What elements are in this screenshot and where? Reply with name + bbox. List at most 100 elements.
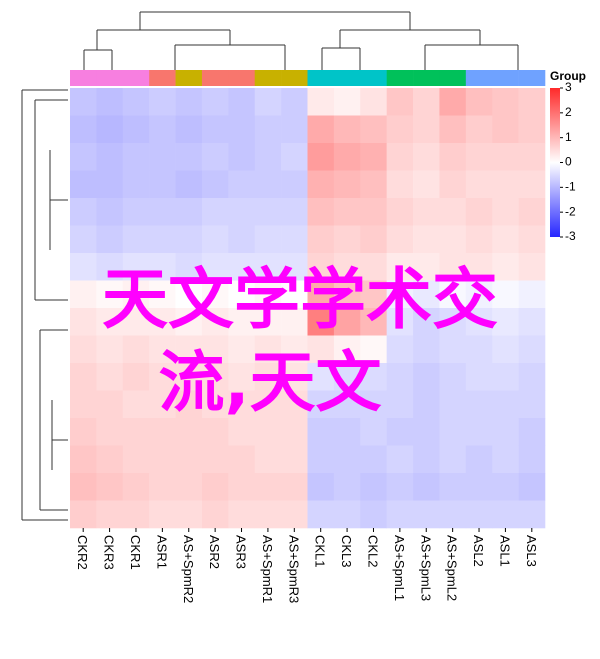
overlay: 天文学学术交 流,天文 <box>102 261 498 421</box>
heatmap-cell <box>518 445 546 474</box>
heatmap-cell <box>149 363 176 391</box>
heatmap-cell <box>70 418 97 446</box>
heatmap-cell <box>307 143 335 171</box>
heatmap-cell <box>201 115 229 144</box>
heatmap-cell <box>228 363 256 391</box>
row-dendrogram <box>21 89 68 521</box>
heatmap-cell <box>201 253 229 281</box>
x-tick-label: AS+SpmL1 <box>392 535 407 601</box>
heatmap-cell <box>175 198 203 226</box>
heatmap-cell <box>492 308 519 336</box>
heatmap-cell <box>201 198 229 226</box>
column-dendrogram <box>83 11 519 70</box>
heatmap-cell <box>518 253 546 281</box>
heatmap-cell <box>228 88 256 116</box>
heatmap-cell <box>70 308 97 336</box>
group-bar <box>175 70 203 86</box>
heatmap-cell <box>307 418 335 446</box>
heatmap-cell <box>254 115 282 144</box>
heatmap-cell <box>492 253 519 281</box>
heatmap-cell <box>518 418 546 446</box>
heatmap-cell <box>228 115 256 144</box>
heatmap-cell <box>122 143 150 171</box>
heatmap-cell <box>360 500 387 529</box>
heatmap-cell <box>465 390 493 419</box>
heatmap-cell <box>492 500 519 529</box>
heatmap-cell <box>254 335 282 364</box>
heatmap-cell <box>254 390 282 419</box>
group-bar <box>492 70 519 86</box>
heatmap-cell <box>175 143 203 171</box>
heatmap-cell <box>149 418 176 446</box>
heatmap-cell <box>96 445 124 474</box>
colorbar-tick-label: -3 <box>565 229 576 243</box>
heatmap-cell <box>307 390 335 419</box>
x-tick-label: CKR3 <box>102 535 117 570</box>
heatmap-cell <box>175 473 203 501</box>
heatmap-cell <box>413 335 440 364</box>
heatmap-cell <box>254 225 282 254</box>
heatmap-cell <box>333 143 361 171</box>
heatmap-cell <box>333 500 361 529</box>
heatmap-cell <box>333 170 361 199</box>
heatmap-cell <box>307 473 335 501</box>
heatmap-cell <box>96 198 124 226</box>
group-bar <box>122 70 150 86</box>
heatmap-cell <box>413 445 440 474</box>
heatmap-cell <box>175 335 203 364</box>
heatmap-cell <box>333 225 361 254</box>
heatmap-cell <box>439 115 467 144</box>
heatmap-cell <box>439 445 467 474</box>
colorbar-tick-label: 2 <box>565 105 572 119</box>
heatmap-cell <box>149 390 176 419</box>
heatmap-cell <box>360 88 387 116</box>
heatmap-cell <box>254 253 282 281</box>
heatmap-cell <box>386 390 414 419</box>
heatmap-cell <box>465 445 493 474</box>
heatmap-cell <box>201 418 229 446</box>
heatmap-cell <box>281 363 308 391</box>
heatmap-cell <box>307 335 335 364</box>
heatmap-cell <box>122 225 150 254</box>
heatmap-cell <box>122 500 150 529</box>
heatmap-cell <box>307 280 335 309</box>
heatmap-cell <box>492 115 519 144</box>
heatmap-cell <box>465 88 493 116</box>
heatmap-cell <box>413 198 440 226</box>
heatmap-cell <box>492 335 519 364</box>
heatmap-cell <box>254 363 282 391</box>
group-bar <box>386 70 414 86</box>
heatmap-cell <box>307 170 335 199</box>
heatmap-cell <box>360 445 387 474</box>
heatmap-cell <box>465 363 493 391</box>
heatmap-cell <box>70 445 97 474</box>
heatmap-cell <box>492 170 519 199</box>
heatmap-cell <box>149 198 176 226</box>
heatmap-cell <box>439 88 467 116</box>
heatmap-cell <box>413 308 440 336</box>
heatmap-cell <box>386 198 414 226</box>
heatmap-cell <box>201 363 229 391</box>
heatmap-cell <box>360 418 387 446</box>
heatmap-cell <box>254 500 282 529</box>
heatmap-cell <box>254 198 282 226</box>
heatmap-cell <box>360 170 387 199</box>
heatmap-cell <box>201 88 229 116</box>
heatmap-cell <box>70 335 97 364</box>
heatmap-cell <box>333 445 361 474</box>
heatmap-cell <box>228 390 256 419</box>
heatmap-cell <box>307 363 335 391</box>
heatmap-cell <box>439 363 467 391</box>
heatmap-cell <box>228 500 256 529</box>
heatmap-cell <box>413 500 440 529</box>
heatmap-cell <box>439 335 467 364</box>
heatmap-cell <box>386 335 414 364</box>
heatmap-cell <box>492 418 519 446</box>
heatmap-cell <box>175 280 203 309</box>
heatmap-cell <box>175 390 203 419</box>
heatmap-cell <box>281 445 308 474</box>
heatmap-cell <box>465 115 493 144</box>
heatmap-cell <box>281 88 308 116</box>
heatmap-cell <box>254 170 282 199</box>
x-tick-label: ASR1 <box>154 535 169 569</box>
